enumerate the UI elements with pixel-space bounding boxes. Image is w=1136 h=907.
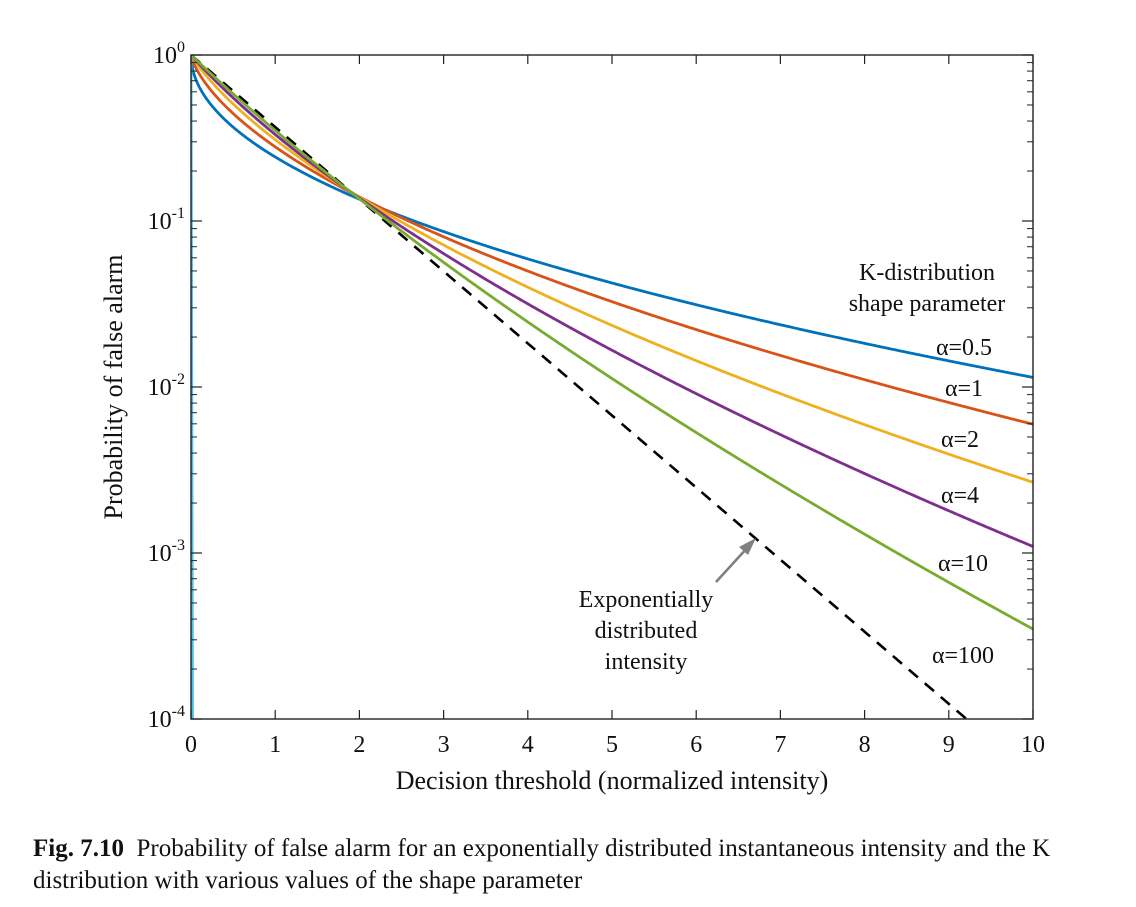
series-line-exponential bbox=[191, 55, 969, 719]
series-label-alpha-10: α=10 bbox=[938, 551, 988, 577]
legend-title-line-1: K-distribution bbox=[859, 260, 995, 286]
x-tick-label: 2 bbox=[353, 732, 365, 758]
x-tick-label: 6 bbox=[690, 732, 702, 758]
x-tick-label: 8 bbox=[859, 732, 871, 758]
x-tick-label: 7 bbox=[774, 732, 786, 758]
exponential-label-line-2: distributed bbox=[595, 618, 698, 644]
figure-caption: Fig. 7.10 Probability of false alarm for… bbox=[33, 833, 1113, 897]
y-tick-label: 10-3 bbox=[148, 537, 185, 567]
exponential-label-line-1: Exponentially bbox=[579, 587, 714, 613]
legend-title-line-2: shape parameter bbox=[849, 291, 1006, 317]
x-tick-label: 5 bbox=[606, 732, 618, 758]
y-tick-label: 10-1 bbox=[148, 205, 185, 235]
series-label-alpha-0.5: α=0.5 bbox=[936, 335, 992, 361]
series-line-alpha-0.5 bbox=[191, 55, 1033, 379]
exponential-label-line-3: intensity bbox=[605, 649, 688, 675]
series-label-alpha-2: α=2 bbox=[941, 427, 979, 453]
x-tick-label: 4 bbox=[522, 732, 534, 758]
caption-label: Fig. 7.10 bbox=[33, 835, 124, 862]
labels-layer: Decision threshold (normalized intensity… bbox=[99, 255, 1005, 795]
x-tick-label: 9 bbox=[943, 732, 955, 758]
annotation-arrow bbox=[715, 546, 749, 583]
curves-layer bbox=[191, 55, 1033, 719]
series-line-alpha-1 bbox=[191, 55, 1033, 426]
chart: 0 1 2 3 4 5 6 7 8 9 10 100 10-1 10-2 10-3 10-4 Decision… bbox=[99, 39, 1045, 795]
x-tick-label: 1 bbox=[269, 732, 281, 758]
series-label-alpha-100: α=100 bbox=[932, 643, 994, 669]
series-label-alpha-1: α=1 bbox=[945, 376, 983, 402]
caption-text: Probability of false alarm for an expone… bbox=[33, 835, 1051, 894]
y-tick-label: 10-2 bbox=[148, 371, 185, 401]
ticks-layer: 0 1 2 3 4 5 6 7 8 9 10 100 10-1 10-2 10-3 10-4 bbox=[148, 39, 1045, 758]
y-tick-label: 100 bbox=[153, 39, 185, 69]
x-tick-label: 0 bbox=[185, 732, 197, 758]
x-axis-label: Decision threshold (normalized intensity… bbox=[396, 766, 829, 795]
x-tick-label: 3 bbox=[438, 732, 450, 758]
series-line-alpha-10 bbox=[191, 55, 1033, 631]
annotation-arrowhead bbox=[739, 538, 756, 555]
series-label-alpha-4: α=4 bbox=[941, 483, 979, 509]
y-axis-label: Probability of false alarm bbox=[99, 255, 128, 520]
y-tick-label: 10-4 bbox=[148, 703, 185, 733]
x-tick-label: 10 bbox=[1021, 732, 1045, 758]
